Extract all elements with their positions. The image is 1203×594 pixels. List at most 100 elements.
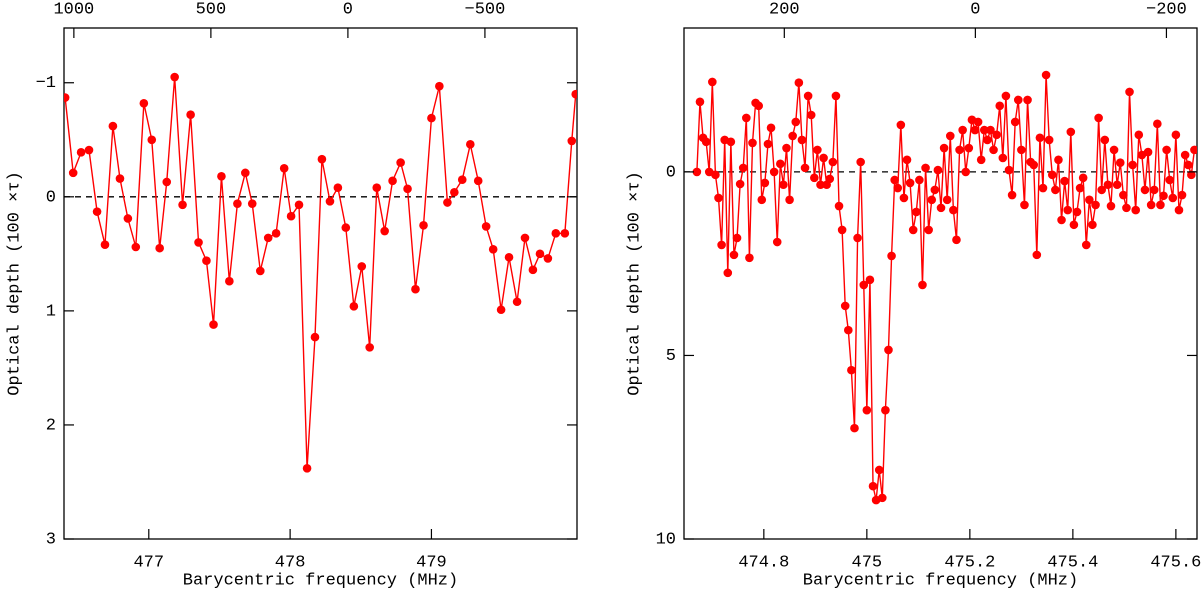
data-point: [194, 238, 203, 247]
data-point: [831, 91, 841, 101]
data-point: [1149, 185, 1159, 195]
data-point: [1081, 240, 1091, 250]
data-point: [1187, 170, 1196, 180]
x-tick-label: 475.6: [1150, 553, 1201, 572]
data-point: [763, 139, 773, 149]
data-point: [942, 195, 952, 205]
data-point: [349, 302, 359, 311]
data-point: [958, 125, 967, 135]
data-point: [884, 345, 893, 355]
data-point: [1115, 158, 1125, 168]
data-point: [1100, 135, 1110, 145]
data-point: [1165, 175, 1175, 185]
data-point: [828, 157, 838, 167]
data-point: [1162, 145, 1171, 155]
y-tick-label: 1: [46, 302, 56, 321]
data-point: [782, 143, 791, 153]
plot-area: [64, 72, 577, 473]
data-point: [989, 145, 998, 155]
data-point: [961, 167, 971, 177]
data-point: [92, 207, 102, 216]
data-point: [1122, 203, 1131, 213]
data-point: [325, 197, 335, 206]
data-point: [317, 154, 327, 164]
data-point: [726, 137, 736, 147]
data-point: [983, 135, 992, 145]
data-point: [1146, 200, 1156, 210]
data-point: [1001, 91, 1011, 101]
data-point: [711, 170, 720, 180]
data-point: [365, 343, 374, 352]
data-point: [803, 91, 813, 101]
data-point: [551, 229, 561, 238]
y-axis-label: Optical depth (100 ×τ): [5, 171, 24, 395]
data-point: [924, 225, 933, 235]
data-point: [1038, 183, 1048, 193]
data-point: [100, 240, 110, 250]
y-tick-label: 10: [656, 530, 676, 549]
data-point: [933, 165, 943, 175]
data-point: [1069, 220, 1079, 230]
data-point: [504, 252, 514, 262]
data-point: [528, 265, 538, 275]
data-point: [435, 81, 444, 91]
y-tick-label: 2: [46, 416, 56, 435]
data-point: [155, 243, 164, 253]
data-point: [850, 423, 859, 433]
data-point: [769, 167, 779, 177]
x-tick-label: 474.8: [738, 553, 789, 572]
y-axis-label: Optical depth (100 ×τ): [625, 171, 644, 395]
x2-tick-label: 500: [196, 0, 227, 19]
data-point: [896, 120, 906, 130]
data-point: [766, 123, 776, 133]
data-point: [806, 110, 816, 120]
data-point: [834, 201, 844, 211]
data-point: [247, 199, 257, 208]
x-axis-label: Barycentric frequency (MHz): [183, 571, 458, 590]
data-point: [915, 175, 924, 185]
data-point: [147, 135, 157, 145]
data-point: [708, 77, 717, 87]
data-point: [785, 195, 794, 205]
data-point: [791, 117, 801, 127]
data-point: [481, 222, 491, 231]
data-point: [1183, 160, 1193, 170]
data-point: [1112, 180, 1122, 190]
data-point: [372, 183, 382, 192]
y-tick-label: 3: [46, 530, 56, 549]
data-point: [1180, 150, 1190, 160]
data-point: [496, 305, 506, 315]
data-point: [209, 320, 218, 329]
data-point: [450, 187, 459, 197]
data-point: [1097, 185, 1107, 195]
data-point: [217, 171, 226, 181]
data-point: [1119, 190, 1128, 200]
data-point: [170, 72, 179, 82]
data-point: [772, 237, 782, 247]
data-point: [1156, 200, 1165, 210]
data-point: [108, 121, 118, 131]
data-point: [162, 177, 172, 187]
data-point: [742, 113, 751, 123]
data-point: [865, 275, 875, 285]
data-point: [427, 113, 436, 123]
data-point: [357, 262, 367, 271]
data-point: [202, 256, 211, 265]
x-tick-label: 475: [852, 553, 883, 572]
data-point: [1057, 215, 1066, 225]
data-point: [1054, 155, 1063, 165]
data-point: [779, 180, 788, 190]
data-point: [411, 284, 420, 294]
data-point: [881, 405, 890, 415]
data-point: [1088, 220, 1097, 230]
data-point: [543, 254, 553, 263]
data-point: [998, 153, 1008, 163]
data-point: [874, 465, 884, 475]
y-tick-label: 0: [666, 163, 676, 182]
data-point: [466, 140, 475, 149]
data-point: [1017, 145, 1026, 155]
data-point: [927, 195, 937, 205]
data-point: [890, 175, 899, 185]
data-point: [1063, 205, 1073, 215]
data-point: [979, 125, 989, 135]
